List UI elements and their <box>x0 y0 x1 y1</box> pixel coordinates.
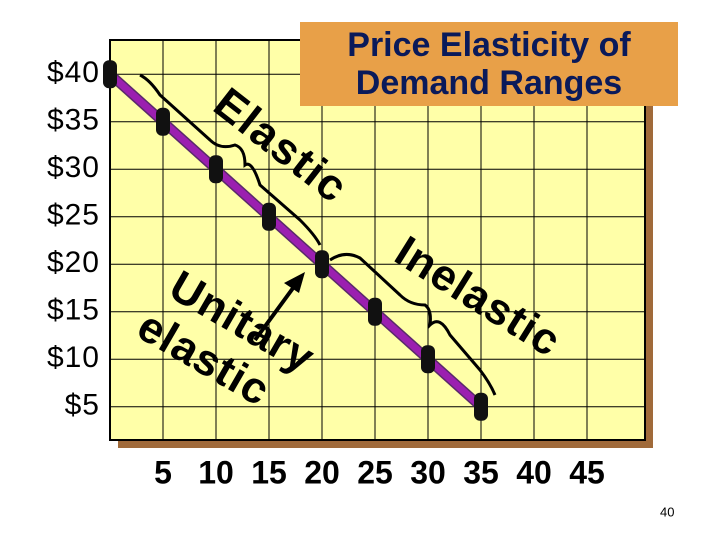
y-tick-label: $20 <box>47 246 100 279</box>
point <box>209 155 223 184</box>
point <box>156 107 170 136</box>
point <box>315 250 329 279</box>
point <box>262 202 276 231</box>
demand-line <box>107 71 484 410</box>
x-tick-label: 10 <box>198 454 234 490</box>
x-tick-label: 25 <box>357 454 393 490</box>
y-tick-label: $30 <box>47 151 100 184</box>
x-tick-label: 20 <box>304 454 340 490</box>
point <box>103 60 117 89</box>
y-tick-label: $40 <box>47 56 100 89</box>
page-number: 40 <box>660 504 674 519</box>
x-tick-label: 35 <box>463 454 499 490</box>
brace-elastic <box>139 73 322 246</box>
y-tick-label: $5 <box>65 389 100 422</box>
braces <box>139 73 497 396</box>
arrow-line <box>253 282 298 342</box>
y-tick-label: $15 <box>47 294 100 327</box>
y-tick-label: $25 <box>47 199 100 232</box>
chart-title: Price Elasticity of Demand Ranges <box>300 22 678 106</box>
x-tick-label: 15 <box>251 454 287 490</box>
x-tick-label: 5 <box>154 454 172 490</box>
arrow <box>253 272 305 342</box>
brace-inelastic <box>329 253 497 396</box>
point <box>421 345 435 374</box>
point <box>474 392 488 421</box>
plot-area <box>109 39 646 441</box>
x-tick-label: 30 <box>410 454 446 490</box>
y-tick-label: $10 <box>47 341 100 374</box>
y-tick-label: $35 <box>47 104 100 137</box>
x-tick-label: 40 <box>516 454 552 490</box>
x-tick-label: 45 <box>569 454 605 490</box>
arrow-head <box>284 272 305 293</box>
marks <box>103 60 488 421</box>
point <box>368 297 382 326</box>
